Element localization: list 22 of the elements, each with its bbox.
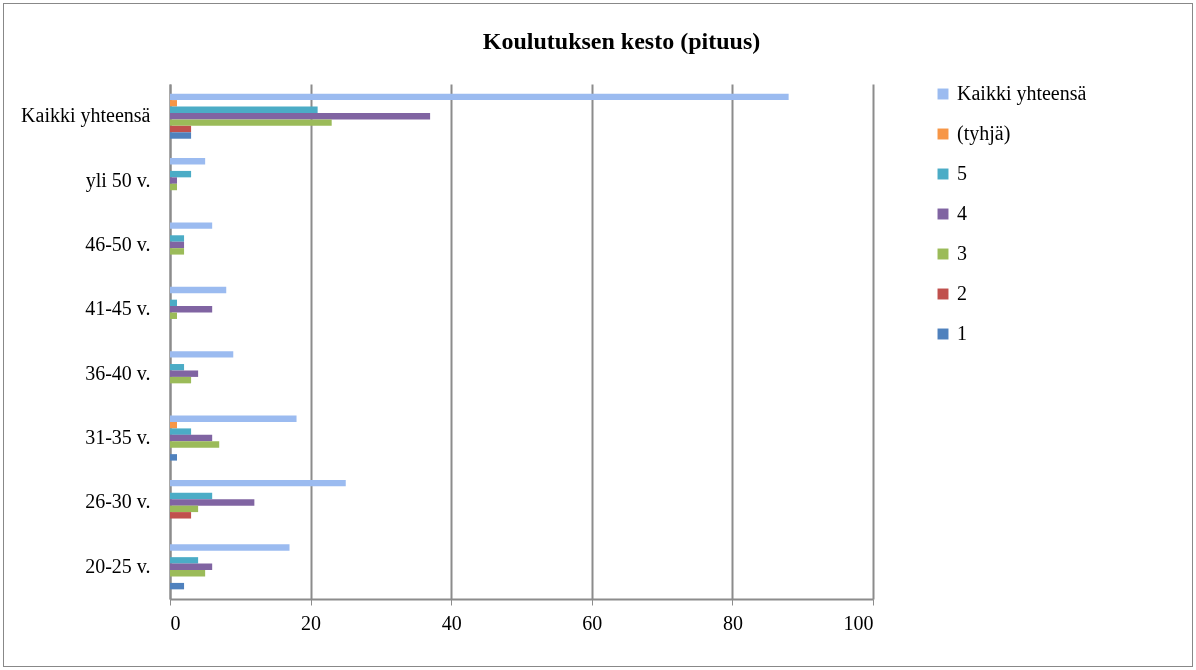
legend-label: 4 xyxy=(957,202,967,224)
x-tick-label: 100 xyxy=(843,611,874,634)
legend-label: 3 xyxy=(957,242,967,264)
x-tick-label: 60 xyxy=(582,611,603,634)
legend-label: 1 xyxy=(957,322,967,344)
legend-label: 5 xyxy=(957,162,967,184)
legend-label: (tyhjä) xyxy=(957,122,1011,145)
y-tick-label: 31-35 v. xyxy=(85,426,151,449)
y-tick-label: 36-40 v. xyxy=(85,361,151,384)
y-tick-label: 41-45 v. xyxy=(85,297,151,320)
y-tick-label: 26-30 v. xyxy=(85,490,151,513)
y-tick-label: 46-50 v. xyxy=(85,232,151,255)
chart-title: Koulutuksen kesto (pituus) xyxy=(482,28,761,54)
y-tick-label: Kaikki yhteensä xyxy=(21,104,151,128)
x-tick-label: 80 xyxy=(722,611,743,634)
x-tick-label: 20 xyxy=(301,611,322,634)
legend-label: 2 xyxy=(957,282,967,304)
x-tick-label: 0 xyxy=(170,611,181,634)
x-tick-label: 40 xyxy=(441,611,462,634)
y-tick-label: yli 50 v. xyxy=(85,168,151,192)
legend-label: Kaikki yhteensä xyxy=(957,82,1087,105)
y-tick-label: 20-25 v. xyxy=(85,554,151,577)
